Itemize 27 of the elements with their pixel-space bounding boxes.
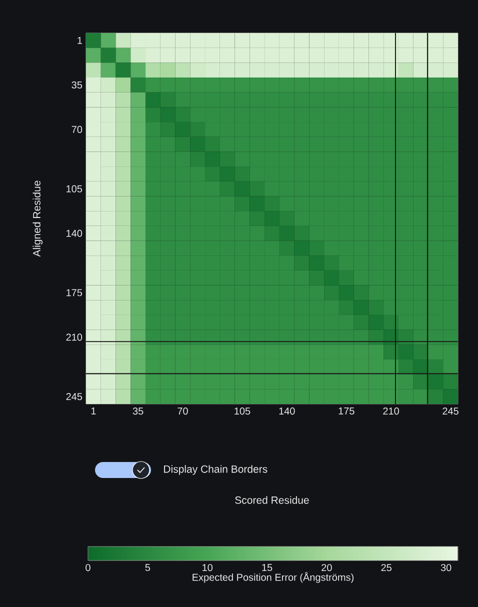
y-tick-label: 105 bbox=[66, 185, 82, 192]
x-tick-label: 35 bbox=[132, 408, 144, 415]
y-tick-label: 175 bbox=[66, 289, 82, 296]
x-tick-label: 210 bbox=[383, 408, 399, 415]
y-tick-label: 210 bbox=[66, 334, 82, 341]
color-bar-label: 15 bbox=[262, 564, 272, 572]
x-tick-label: 245 bbox=[442, 408, 458, 415]
color-bar-label: 5 bbox=[145, 564, 150, 572]
x-tick-label: 105 bbox=[234, 408, 250, 415]
y-tick-label: 1 bbox=[78, 36, 82, 44]
text: Display Chain Borders bbox=[164, 465, 268, 475]
text: Scored Residue bbox=[235, 496, 309, 504]
color-bar-title: Expected Position Error (Ångströms) bbox=[192, 572, 354, 583]
color-bar-label: 10 bbox=[202, 564, 213, 572]
y-tick-label: 245 bbox=[66, 393, 82, 400]
y-tick-label: 35 bbox=[72, 81, 82, 88]
x-tick-label: 140 bbox=[279, 408, 295, 415]
y-tick-label: 70 bbox=[72, 126, 82, 133]
color-bar-label: 30 bbox=[440, 564, 452, 572]
y-axis-title: Aligned Residue bbox=[32, 180, 43, 257]
color-bar-label: 25 bbox=[381, 564, 392, 572]
x-tick-label: 1 bbox=[91, 408, 96, 414]
color-bar-label: 0 bbox=[86, 564, 90, 572]
x-tick-label: 175 bbox=[338, 408, 354, 414]
y-tick-label: 140 bbox=[66, 230, 82, 237]
x-tick-label: 70 bbox=[178, 408, 188, 415]
color-bar-label: 20 bbox=[322, 564, 332, 572]
